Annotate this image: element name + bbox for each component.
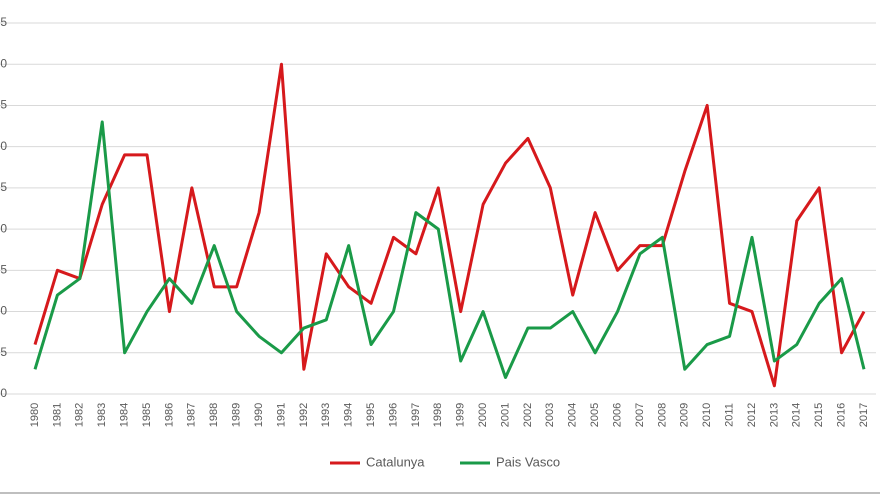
x-tick-label: 2016 <box>835 403 847 427</box>
x-tick-label: 1990 <box>253 403 265 427</box>
x-tick-label: 1995 <box>365 403 377 427</box>
x-tick-label: 1981 <box>51 403 63 427</box>
y-tick-label: 30 <box>0 139 7 153</box>
x-tick-label: 1987 <box>186 403 198 427</box>
x-tick-label: 1982 <box>74 403 86 427</box>
x-tick-label: 1998 <box>432 403 444 427</box>
y-tick-label: 45 <box>0 15 7 29</box>
x-tick-label: 1996 <box>387 403 399 427</box>
x-tick-label: 2002 <box>522 403 534 427</box>
y-tick-label: 40 <box>0 56 7 70</box>
x-tick-label: 2009 <box>679 403 691 427</box>
x-tick-label: 2013 <box>768 403 780 427</box>
x-tick-label: 2003 <box>544 403 556 427</box>
x-tick-label: 2008 <box>656 403 668 427</box>
y-tick-label: 5 <box>0 345 7 359</box>
y-tick-label: 15 <box>0 263 7 277</box>
x-tick-label: 1994 <box>343 403 355 427</box>
x-tick-label: 2014 <box>791 403 803 427</box>
y-tick-label: 25 <box>0 180 7 194</box>
legend-label: Pais Vasco <box>496 454 560 469</box>
x-tick-label: 1980 <box>29 403 41 427</box>
x-tick-label: 2015 <box>813 403 825 427</box>
x-tick-label: 2001 <box>499 403 511 427</box>
x-tick-label: 2005 <box>589 403 601 427</box>
x-tick-label: 1988 <box>208 403 220 427</box>
x-tick-label: 2010 <box>701 403 713 427</box>
x-tick-label: 2011 <box>723 403 735 427</box>
y-tick-label: 10 <box>0 304 7 318</box>
x-tick-label: 2007 <box>634 403 646 427</box>
x-tick-label: 1992 <box>298 403 310 427</box>
x-tick-label: 1984 <box>119 403 131 427</box>
x-tick-label: 1991 <box>275 403 287 427</box>
x-tick-label: 1999 <box>455 403 467 427</box>
y-tick-label: 20 <box>0 221 7 235</box>
x-tick-label: 1983 <box>96 403 108 427</box>
x-tick-label: 2000 <box>477 403 489 427</box>
x-tick-label: 2006 <box>611 403 623 427</box>
x-tick-label: 2004 <box>567 403 579 427</box>
x-tick-label: 1986 <box>163 403 175 427</box>
series-line <box>33 62 866 388</box>
x-tick-label: 1997 <box>410 403 422 427</box>
y-tick-label: 35 <box>0 98 7 112</box>
x-tick-label: 2017 <box>858 403 870 427</box>
x-tick-label: 2012 <box>746 403 758 427</box>
x-tick-label: 1985 <box>141 403 153 427</box>
y-tick-label: 0 <box>0 386 7 400</box>
x-tick-label: 1989 <box>231 403 243 427</box>
x-tick-label: 1993 <box>320 403 332 427</box>
series-line <box>33 120 866 380</box>
legend-label: Catalunya <box>366 454 425 469</box>
